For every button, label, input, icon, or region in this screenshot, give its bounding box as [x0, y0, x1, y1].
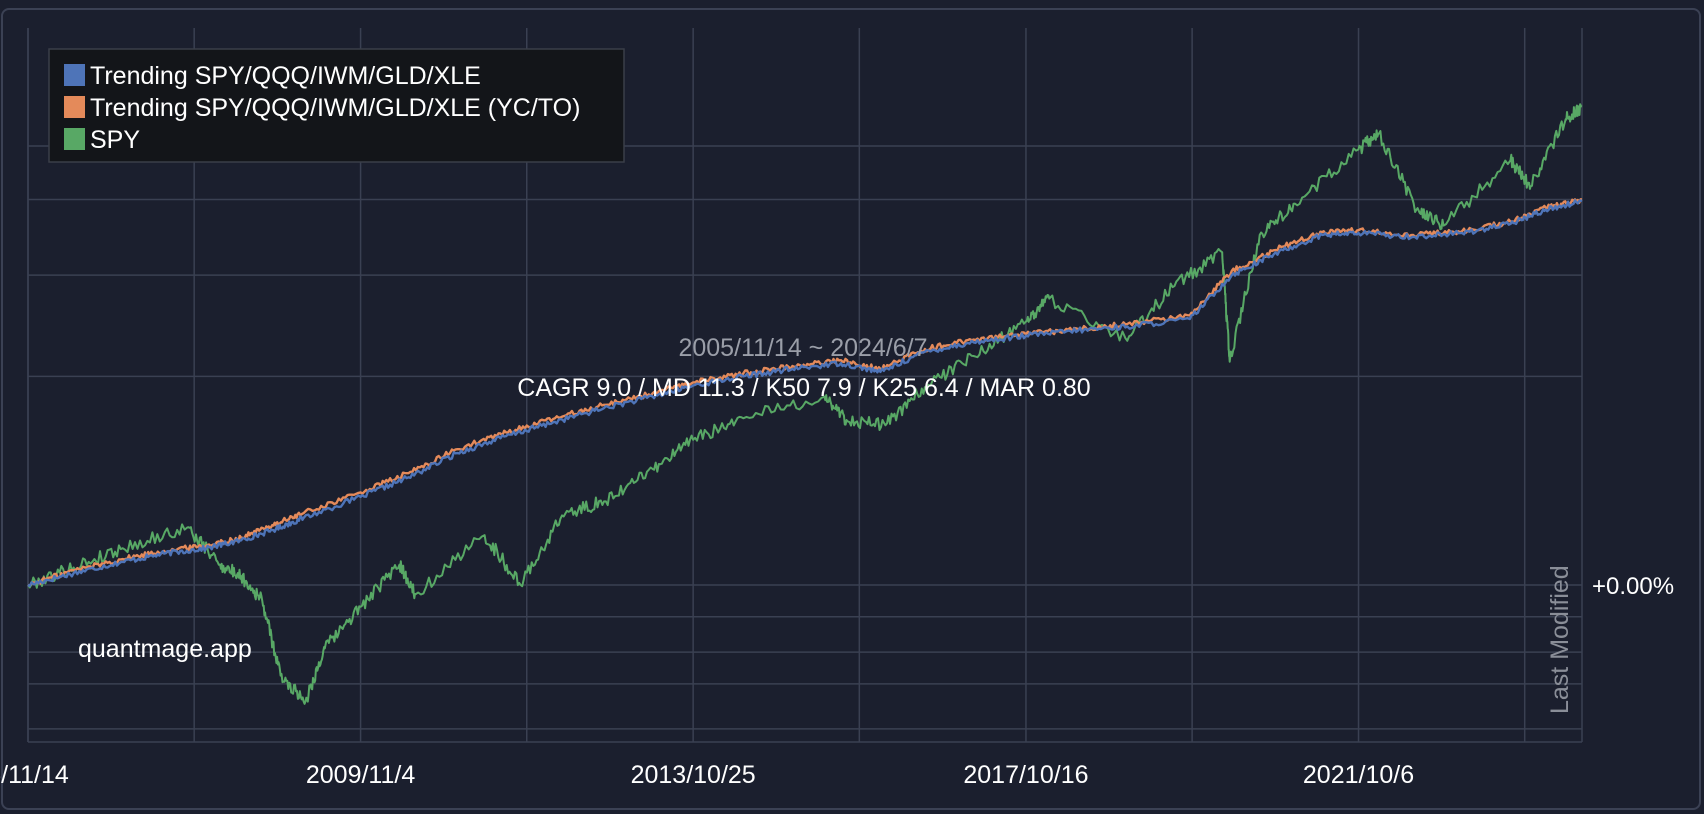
legend-swatch-2: [64, 128, 85, 150]
watermark: quantmage.app: [78, 635, 252, 663]
x-tick-label-0: 5/11/14: [0, 761, 69, 789]
legend-label-1: Trending SPY/QQQ/IWM/GLD/XLE (YC/TO): [90, 94, 580, 122]
period-label: 2005/11/14 ~ 2024/6/7: [678, 334, 927, 362]
legend: Trending SPY/QQQ/IWM/GLD/XLE Trending SP…: [48, 48, 625, 163]
x-tick-label-1: 2009/11/4: [306, 761, 415, 789]
legend-label-0: Trending SPY/QQQ/IWM/GLD/XLE: [90, 62, 481, 90]
series-line-1: [27, 198, 1583, 587]
series-line-0: [27, 199, 1583, 588]
x-tick-label-2: 2013/10/25: [631, 761, 756, 789]
legend-swatch-0: [64, 64, 85, 86]
series-lines: [27, 103, 1583, 705]
x-axis-ticks: 5/11/14 2009/11/4 2013/10/25 2017/10/16 2021…: [0, 761, 1414, 789]
legend-label-2: SPY: [90, 126, 140, 154]
y-reference-label: +0.00%: [1592, 573, 1674, 600]
last-modified-label: Last Modified: [1546, 565, 1574, 714]
x-tick-label-3: 2017/10/16: [963, 761, 1088, 789]
series-line-2: [27, 103, 1583, 705]
legend-box: [48, 48, 625, 163]
legend-swatch-1: [64, 96, 85, 118]
stats-label: CAGR 9.0 / MD 11.3 / K50 7.9 / K25 6.4 /…: [517, 374, 1090, 402]
x-tick-label-4: 2021/10/6: [1303, 761, 1414, 789]
